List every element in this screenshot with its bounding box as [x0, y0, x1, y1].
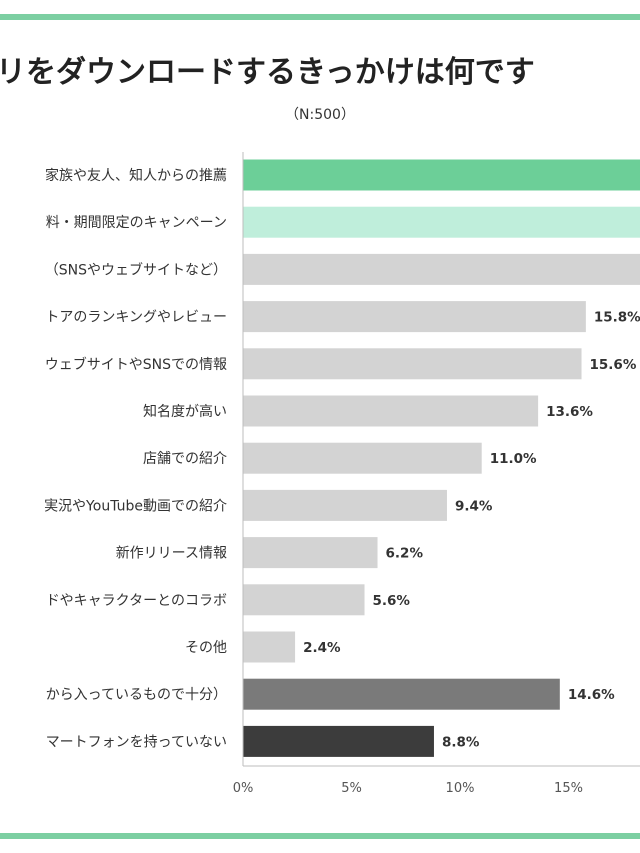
bar	[243, 678, 560, 710]
category-label: トアのランキングやレビュー	[45, 310, 227, 326]
bar	[243, 584, 365, 616]
x-tick-label: 15%	[554, 781, 583, 796]
bar	[243, 206, 640, 238]
bar	[243, 395, 539, 427]
bar	[243, 489, 447, 521]
category-label: から入っているもので十分）	[46, 687, 227, 703]
bar	[243, 253, 640, 285]
category-label: 料・期間限定のキャンペーン	[46, 215, 227, 231]
bar	[243, 348, 582, 380]
bar	[243, 442, 482, 474]
category-label: 家族や友人、知人からの推薦	[45, 167, 227, 184]
value-label: 6.2%	[386, 546, 424, 562]
category-label: 店舗での紹介	[143, 451, 227, 467]
value-label: 13.6%	[546, 404, 593, 420]
category-label: ウェブサイトやSNSでの情報	[45, 356, 227, 373]
value-label: 15.8%	[594, 310, 640, 326]
value-label: 11.0%	[490, 451, 537, 467]
bar	[243, 301, 586, 333]
category-label: マートフォンを持っていない	[46, 734, 227, 750]
category-label: （SNSやウェブサイトなど）	[45, 261, 227, 278]
value-label: 8.8%	[442, 734, 480, 750]
chart-subtitle: （N:500）	[285, 107, 355, 123]
x-axis: 0% 5% 10% 15%	[233, 152, 640, 796]
bar	[243, 159, 640, 191]
value-label: 2.4%	[303, 640, 341, 656]
bottom-accent-band	[0, 833, 640, 839]
x-tick-label: 5%	[341, 781, 362, 796]
bar	[243, 725, 434, 757]
category-label: 実況やYouTube動画での紹介	[44, 498, 227, 514]
value-label: 15.6%	[590, 357, 637, 373]
x-tick-label: 0%	[233, 781, 254, 796]
bar	[243, 537, 378, 569]
category-label: 新作リリース情報	[116, 546, 227, 562]
bar	[243, 631, 296, 663]
value-label: 5.6%	[373, 593, 411, 609]
category-label: ドやキャラクターとのコラボ	[46, 593, 227, 609]
chart-title: リをダウンロードするきっかけは何です	[0, 55, 535, 90]
value-label: 14.6%	[568, 687, 615, 703]
x-tick-label: 10%	[446, 781, 475, 796]
value-label: 9.4%	[455, 498, 493, 514]
category-label: 知名度が高い	[143, 403, 227, 420]
category-label: その他	[185, 640, 227, 656]
top-accent-band	[0, 14, 640, 20]
